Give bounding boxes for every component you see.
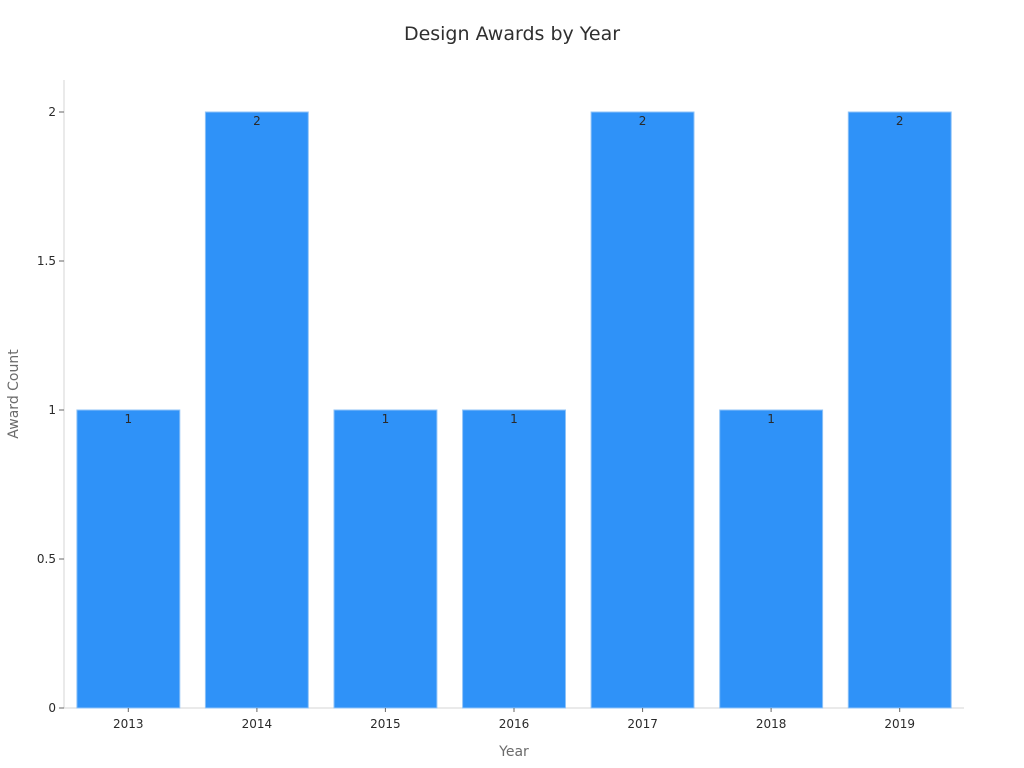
data-label-2014: 2 xyxy=(253,114,261,128)
data-label-2018: 1 xyxy=(767,412,775,426)
x-axis-label: Year xyxy=(498,744,529,760)
bar-2016 xyxy=(462,409,567,709)
x-tick-label-2016: 2016 xyxy=(499,717,530,731)
data-label-2017: 2 xyxy=(639,114,647,128)
y-tick-label-3: 1.5 xyxy=(37,254,56,268)
y-tick-label-1: 0.5 xyxy=(37,552,56,566)
x-tick-label-2019: 2019 xyxy=(884,717,915,731)
chart-title: Design Awards by Year xyxy=(404,23,620,45)
x-tick-labels: 2013 2014 2015 2016 2017 2018 2019 xyxy=(113,708,915,731)
bar-2013 xyxy=(76,409,181,709)
y-tick-label-4: 2 xyxy=(48,105,56,119)
bar-2015 xyxy=(333,409,438,709)
x-tick-label-2015: 2015 xyxy=(370,717,401,731)
x-tick-label-2017: 2017 xyxy=(627,717,658,731)
bars xyxy=(76,111,952,709)
data-label-2019: 2 xyxy=(896,114,904,128)
bar-2018 xyxy=(719,409,824,709)
x-tick-label-2018: 2018 xyxy=(756,717,787,731)
bar-2019 xyxy=(847,111,952,709)
bar-2017 xyxy=(590,111,695,709)
data-label-2016: 1 xyxy=(510,412,518,426)
y-tick-labels: 0 0.5 1 1.5 2 xyxy=(37,105,64,715)
x-tick-label-2014: 2014 xyxy=(242,717,273,731)
y-tick-label-0: 0 xyxy=(48,701,56,715)
bar-2014 xyxy=(204,111,309,709)
y-tick-label-2: 1 xyxy=(48,403,56,417)
data-label-2013: 1 xyxy=(124,412,132,426)
x-tick-label-2013: 2013 xyxy=(113,717,144,731)
y-axis-label: Award Count xyxy=(6,349,22,439)
data-label-2015: 1 xyxy=(382,412,390,426)
data-labels: 1 2 1 1 2 1 2 xyxy=(124,114,903,426)
